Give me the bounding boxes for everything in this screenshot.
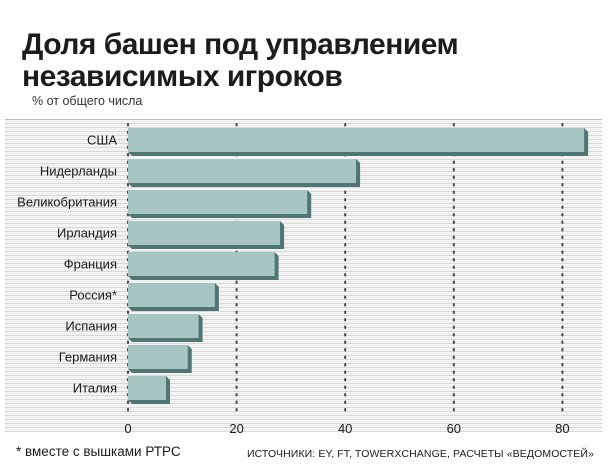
x-tick-label: 60 (447, 421, 461, 436)
chart-title-line-2: независимых игроков (22, 60, 343, 93)
category-label: Италия (73, 381, 117, 396)
x-tick-label: 40 (338, 421, 352, 436)
category-label: Ирландия (57, 226, 117, 241)
bar (128, 345, 188, 369)
category-label: Франция (64, 257, 117, 272)
x-tick-label: 80 (555, 421, 569, 436)
category-label: Германия (59, 350, 117, 365)
bar (128, 252, 275, 276)
header: Доля башен под управлением независимых и… (0, 0, 610, 120)
bar (128, 190, 308, 214)
category-label: США (87, 133, 117, 148)
bar (128, 314, 199, 338)
bar (128, 283, 215, 307)
sources-note: ИСТОЧНИКИ: EY, FT, TOWERXCHANGE, РАСЧЕТЫ… (246, 448, 594, 460)
chart-title-line-1: Доля башен под управлением (22, 28, 459, 61)
category-label: Россия* (69, 288, 117, 303)
x-tick-label: 20 (229, 421, 243, 436)
footnote: * вместе с вышками РТРС (16, 444, 181, 459)
x-tick-label: 0 (124, 421, 131, 436)
category-label: Нидерланды (40, 164, 117, 179)
bar (128, 128, 585, 152)
chart-subtitle: % от общего числа (32, 94, 143, 108)
bar (128, 221, 281, 245)
category-label: Великобритания (17, 195, 117, 210)
category-label: Испания (65, 319, 117, 334)
bar (128, 159, 357, 183)
bar (128, 376, 167, 400)
